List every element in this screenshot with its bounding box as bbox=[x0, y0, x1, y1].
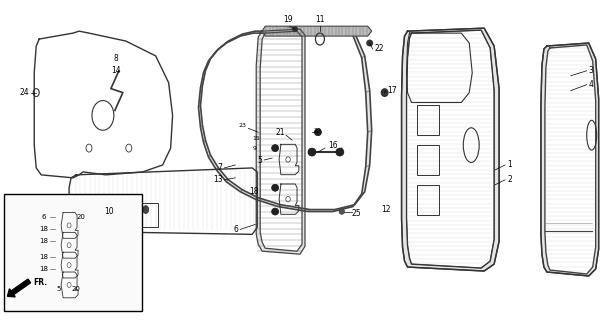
Text: 9: 9 bbox=[252, 146, 256, 151]
Text: 6: 6 bbox=[233, 225, 238, 234]
Polygon shape bbox=[199, 31, 371, 212]
Polygon shape bbox=[256, 29, 305, 254]
Ellipse shape bbox=[272, 145, 279, 152]
Ellipse shape bbox=[272, 184, 279, 191]
Text: 5: 5 bbox=[258, 156, 262, 164]
Text: 3: 3 bbox=[589, 66, 594, 75]
Ellipse shape bbox=[80, 238, 86, 244]
Ellipse shape bbox=[80, 278, 86, 284]
Text: 18: 18 bbox=[40, 226, 49, 232]
Text: 25: 25 bbox=[352, 209, 361, 218]
Text: 23: 23 bbox=[238, 123, 246, 128]
Text: 21: 21 bbox=[276, 128, 285, 137]
Text: 11: 11 bbox=[315, 15, 325, 24]
Text: 18: 18 bbox=[248, 187, 258, 196]
Text: 5: 5 bbox=[57, 286, 62, 292]
Text: 17: 17 bbox=[387, 86, 397, 95]
Text: 13: 13 bbox=[213, 175, 222, 184]
Ellipse shape bbox=[53, 258, 59, 264]
Ellipse shape bbox=[53, 238, 59, 244]
Text: 2: 2 bbox=[507, 175, 512, 184]
Text: 19: 19 bbox=[283, 15, 293, 24]
Ellipse shape bbox=[366, 40, 373, 46]
Text: FR.: FR. bbox=[33, 278, 48, 287]
Text: 18: 18 bbox=[40, 238, 49, 244]
Ellipse shape bbox=[336, 148, 344, 156]
Text: 18: 18 bbox=[40, 254, 49, 260]
Ellipse shape bbox=[80, 258, 86, 264]
Ellipse shape bbox=[381, 88, 389, 97]
Text: 20: 20 bbox=[77, 214, 85, 220]
FancyArrow shape bbox=[7, 279, 30, 297]
Ellipse shape bbox=[53, 278, 59, 284]
Text: 10: 10 bbox=[104, 207, 114, 216]
Ellipse shape bbox=[308, 148, 316, 156]
Text: 24: 24 bbox=[19, 88, 29, 97]
Text: 8: 8 bbox=[113, 54, 118, 63]
Ellipse shape bbox=[143, 206, 149, 213]
Bar bbox=[4, 194, 142, 311]
Text: 18: 18 bbox=[40, 266, 49, 272]
Text: 1: 1 bbox=[507, 160, 512, 170]
Text: 20: 20 bbox=[72, 286, 80, 292]
Polygon shape bbox=[541, 43, 599, 276]
Text: 16: 16 bbox=[328, 140, 337, 150]
Text: 12: 12 bbox=[382, 205, 391, 214]
Text: 15: 15 bbox=[252, 136, 260, 141]
Text: 4: 4 bbox=[589, 80, 594, 89]
Text: 14: 14 bbox=[111, 66, 121, 75]
Ellipse shape bbox=[314, 129, 322, 136]
Bar bbox=[103, 203, 158, 228]
Ellipse shape bbox=[53, 219, 59, 224]
Polygon shape bbox=[401, 28, 499, 271]
Ellipse shape bbox=[292, 26, 298, 32]
Text: 22: 22 bbox=[375, 44, 384, 53]
Ellipse shape bbox=[80, 217, 86, 222]
Polygon shape bbox=[262, 26, 371, 36]
Text: 6: 6 bbox=[42, 214, 46, 220]
Text: 20: 20 bbox=[314, 128, 322, 133]
Ellipse shape bbox=[272, 208, 279, 215]
Ellipse shape bbox=[339, 209, 345, 214]
Text: 7: 7 bbox=[217, 164, 222, 172]
Ellipse shape bbox=[80, 206, 86, 213]
